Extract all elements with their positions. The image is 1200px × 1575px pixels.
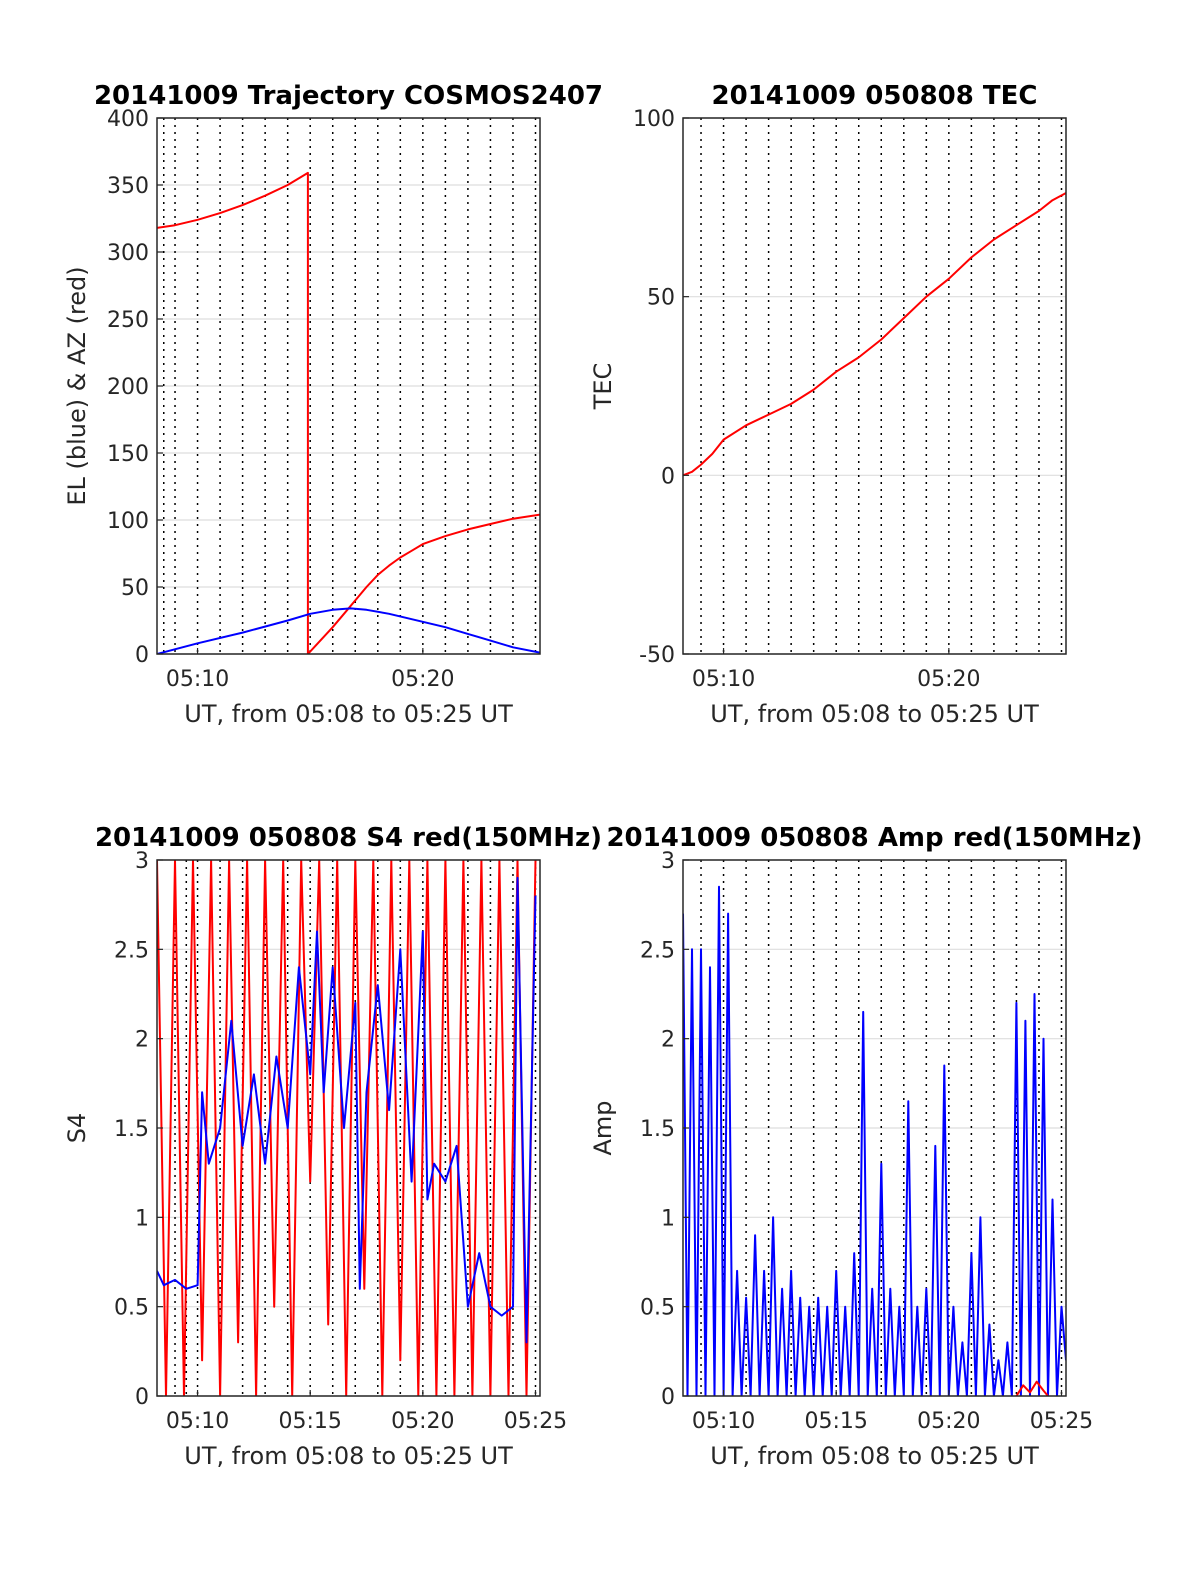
- chart-panel-3: 0 0.5 1 1.5 2 2.5 3 05:10 05:15 05:20 05:25 2014100…: [63, 823, 602, 1470]
- y-tick-label: 0: [661, 464, 675, 489]
- x-tick-label: 05:10: [692, 1409, 755, 1434]
- y-tick-label: 200: [107, 375, 149, 400]
- y-tick-label: 250: [107, 308, 149, 333]
- chart-title: 20141009 Trajectory COSMOS2407: [94, 81, 603, 111]
- y-tick-label: 1: [135, 1206, 149, 1231]
- series-group: [683, 885, 1066, 1396]
- x-tick-label: 05:15: [804, 1409, 867, 1434]
- x-tick-label: 05:25: [504, 1409, 567, 1434]
- y-tick-label: 0.5: [114, 1296, 149, 1321]
- y-tick-label: 3: [661, 849, 675, 874]
- x-tick-label: 05:20: [917, 1409, 980, 1434]
- y-tick-label: 350: [107, 174, 149, 199]
- y-tick-label: 150: [107, 442, 149, 467]
- y-tick-label: 0: [135, 1385, 149, 1410]
- y-tick-label: 3: [135, 849, 149, 874]
- y-tick-label: -50: [639, 643, 675, 668]
- chart-title: 20141009 050808 TEC: [712, 81, 1038, 111]
- series-line-1: [683, 192, 1066, 477]
- y-axis-label: EL (blue) & AZ (red): [63, 266, 91, 505]
- x-axis-label: UT, from 05:08 to 05:25 UT: [184, 1442, 513, 1470]
- y-tick-label: 2.5: [640, 938, 675, 963]
- series-line-1: [683, 885, 1066, 1396]
- series-line-2: [157, 607, 540, 654]
- y-tick-label: 1.5: [640, 1117, 675, 1142]
- chart-panel-4: 0 0.5 1 1.5 2 2.5 3 05:10 05:15 05:20 05:25 2014100…: [589, 823, 1143, 1470]
- x-axis-label: UT, from 05:08 to 05:25 UT: [184, 700, 513, 728]
- y-tick-label: 0.5: [640, 1296, 675, 1321]
- y-tick-label: 400: [107, 107, 149, 132]
- x-tick-label: 05:25: [1030, 1409, 1093, 1434]
- y-tick-label: 50: [647, 286, 675, 311]
- chart-title: 20141009 050808 S4 red(150MHz): [95, 823, 602, 853]
- series-line-2: [1015, 1380, 1049, 1396]
- x-tick-label: 05:20: [391, 667, 454, 692]
- x-tick-label: 05:20: [391, 1409, 454, 1434]
- y-axis-label: Amp: [589, 1100, 617, 1155]
- x-tick-label: 05:10: [166, 667, 229, 692]
- y-tick-label: 50: [121, 576, 149, 601]
- x-axis-label: UT, from 05:08 to 05:25 UT: [710, 1442, 1039, 1470]
- y-tick-label: 0: [135, 643, 149, 668]
- y-tick-label: 2: [661, 1028, 675, 1053]
- x-axis-label: UT, from 05:08 to 05:25 UT: [710, 700, 1039, 728]
- series-line-1: [157, 171, 540, 654]
- axes-frame: [682, 117, 1067, 655]
- y-tick-label: 0: [661, 1385, 675, 1410]
- y-tick-label: 300: [107, 241, 149, 266]
- y-tick-label: 2: [135, 1028, 149, 1053]
- series-group: [157, 860, 537, 1396]
- x-tick-label: 05:20: [917, 667, 980, 692]
- x-tick-label: 05:15: [278, 1409, 341, 1434]
- chart-panel-1: 0 50 100 150 200 250 300 350 400 05:10 05:20 201410…: [63, 81, 603, 728]
- chart-panel-2: -50 0 50 100 05:10 05:20 20141009 050808 TEC UT…: [589, 81, 1067, 728]
- y-tick-label: 2.5: [114, 938, 149, 963]
- y-tick-label: 100: [107, 509, 149, 534]
- y-axis-label: TEC: [589, 363, 617, 411]
- x-tick-label: 05:10: [166, 1409, 229, 1434]
- series-line-2: [157, 876, 537, 1344]
- y-axis-label: S4: [63, 1113, 91, 1144]
- chart-title: 20141009 050808 Amp red(150MHz): [606, 823, 1142, 853]
- series-group: [157, 171, 540, 654]
- x-tick-label: 05:10: [692, 667, 755, 692]
- y-tick-label: 1.5: [114, 1117, 149, 1142]
- y-tick-label: 100: [633, 107, 675, 132]
- y-tick-label: 1: [661, 1206, 675, 1231]
- series-group: [683, 192, 1066, 477]
